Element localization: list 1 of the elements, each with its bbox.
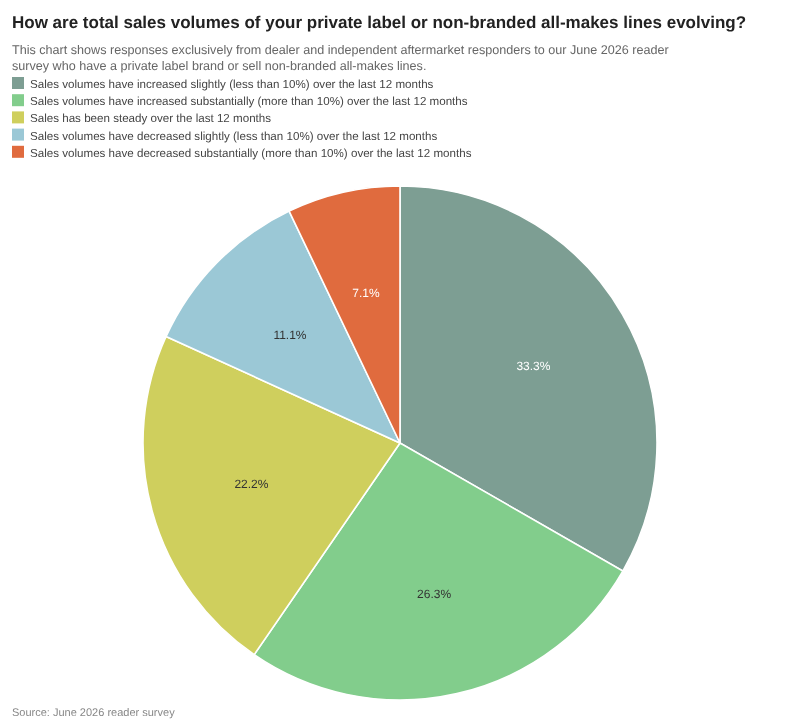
- chart-title: How are total sales volumes of your private label or non-branded all-makes lines evolving?: [12, 12, 747, 32]
